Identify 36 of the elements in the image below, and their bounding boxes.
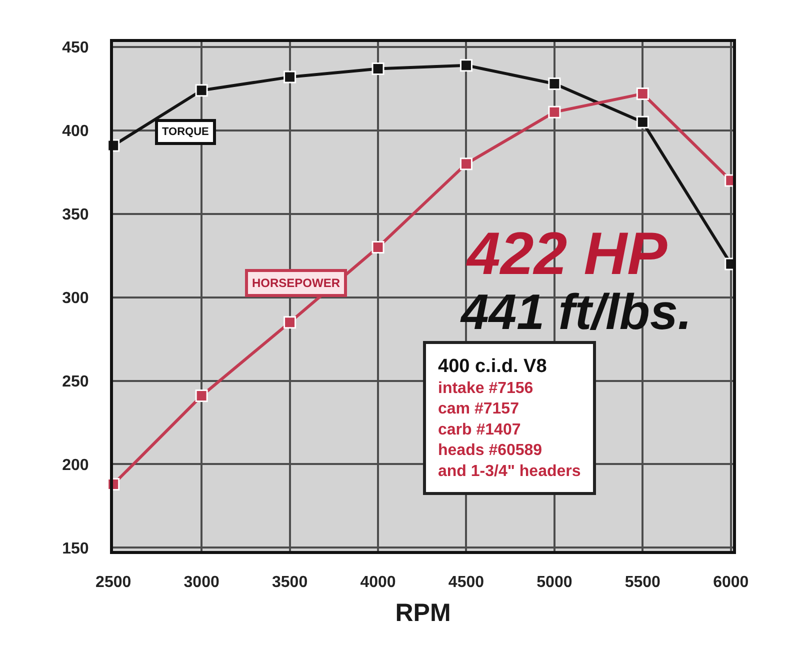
point — [548, 77, 561, 90]
annotation: intake #7156 — [438, 380, 534, 397]
x-tick-label: 3000 — [184, 574, 220, 592]
y-tick-label: 450 — [62, 40, 89, 57]
series-label: HORSEPOWER — [252, 276, 340, 290]
point — [548, 106, 561, 118]
x-tick-label: 3500 — [272, 574, 308, 592]
annotation: cam #7157 — [438, 400, 520, 418]
annotation: 400 c.i.d. V8 — [438, 356, 547, 377]
point — [372, 62, 384, 75]
y-tick-label: 250 — [62, 373, 89, 390]
x-tick-label: 5000 — [536, 574, 572, 592]
point — [636, 116, 649, 128]
x-tick-label: 6000 — [713, 574, 749, 592]
point — [636, 87, 649, 100]
point — [195, 390, 208, 402]
y-tick-label: 400 — [62, 123, 89, 140]
point — [284, 70, 296, 84]
x-tick-label: 5500 — [624, 574, 661, 592]
y-tick-label: 200 — [62, 456, 89, 474]
point — [284, 316, 296, 329]
annotation: heads #60589 — [438, 442, 542, 460]
x-tick-label: 4500 — [448, 574, 484, 592]
x-tick-label: 4000 — [360, 574, 396, 592]
y-tick-label: 300 — [62, 290, 89, 307]
annotation: and 1-3/4" headers — [438, 463, 581, 480]
point — [460, 59, 472, 72]
series-label: TORQUE — [162, 126, 209, 138]
x-axis-title: RPM — [395, 599, 451, 628]
y-tick-label: 350 — [62, 206, 89, 224]
x-tick-label: 2500 — [96, 574, 132, 592]
point — [372, 241, 384, 254]
y-tick-label: 150 — [62, 540, 89, 558]
annotation: carb #1407 — [438, 421, 521, 438]
point — [195, 84, 208, 97]
point — [460, 158, 472, 170]
